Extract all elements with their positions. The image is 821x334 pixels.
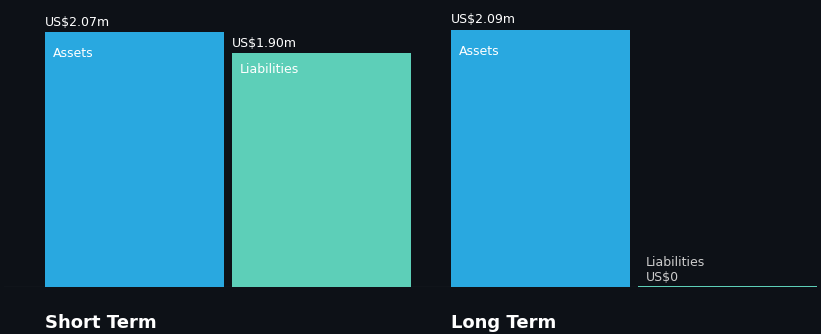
Text: Assets: Assets [53, 47, 94, 60]
Bar [45, 32, 223, 287]
Text: US$2.07m: US$2.07m [45, 16, 110, 29]
Text: Liabilities: Liabilities [240, 63, 299, 76]
Bar [232, 53, 410, 287]
Text: US$1.90m: US$1.90m [232, 37, 296, 50]
Bar [451, 30, 630, 287]
Text: US$0: US$0 [646, 271, 679, 284]
Bar [638, 286, 817, 287]
Text: Short Term: Short Term [45, 314, 157, 332]
Text: Liabilities: Liabilities [646, 257, 705, 270]
Text: US$2.09m: US$2.09m [451, 13, 516, 26]
Text: Assets: Assets [459, 45, 500, 58]
Text: Long Term: Long Term [451, 314, 557, 332]
